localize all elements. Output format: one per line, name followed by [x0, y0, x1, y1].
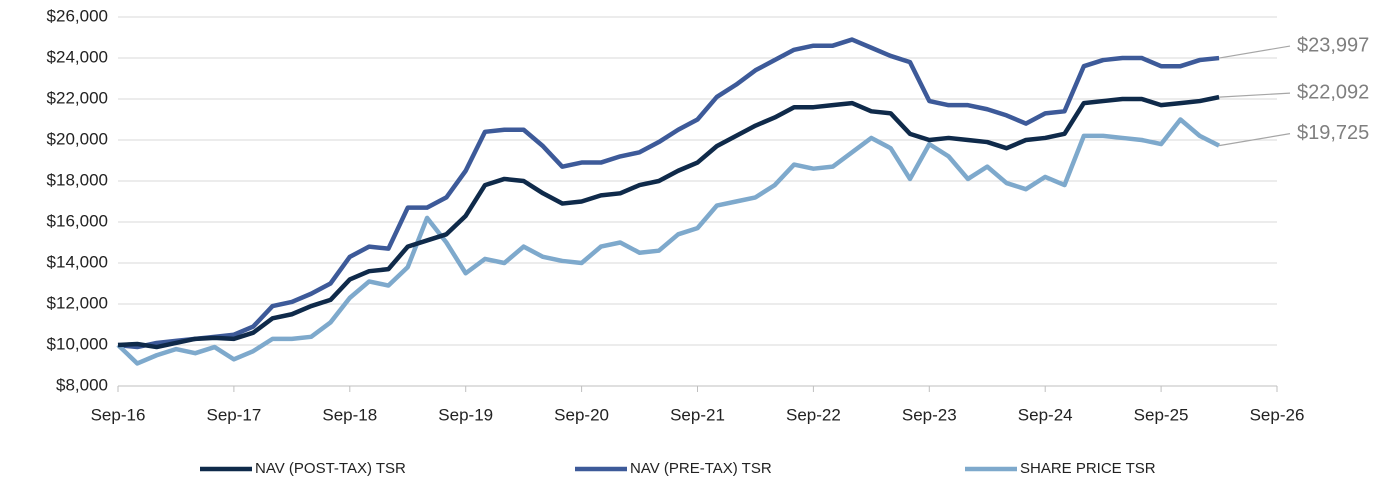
legend-label: SHARE PRICE TSR — [1020, 460, 1156, 477]
x-tick-label: Sep-16 — [91, 405, 146, 424]
y-tick-label: $26,000 — [47, 6, 108, 25]
y-tick-label: $12,000 — [47, 293, 108, 312]
x-tick-label: Sep-20 — [554, 405, 609, 424]
x-tick-label: Sep-17 — [206, 405, 261, 424]
series-line — [117, 37, 1220, 350]
leader-line — [1218, 133, 1291, 147]
x-tick-label: Sep-24 — [1018, 405, 1073, 424]
y-tick-label: $24,000 — [47, 47, 108, 66]
y-tick-label: $22,000 — [47, 88, 108, 107]
leader-line — [1218, 45, 1291, 59]
y-tick-label: $16,000 — [47, 211, 108, 230]
x-tick-label: Sep-21 — [670, 405, 725, 424]
x-tick-label: Sep-25 — [1134, 405, 1189, 424]
leader-line — [1219, 92, 1291, 98]
y-tick-label: $10,000 — [47, 334, 108, 353]
end-label: $23,997 — [1297, 34, 1369, 56]
y-tick-label: $20,000 — [47, 129, 108, 148]
x-tick-label: Sep-26 — [1250, 405, 1305, 424]
x-tick-label: Sep-23 — [902, 405, 957, 424]
x-tick-label: Sep-18 — [322, 405, 377, 424]
end-label: $19,725 — [1297, 122, 1369, 144]
legend-label: NAV (POST-TAX) TSR — [255, 460, 406, 477]
x-tick-label: Sep-22 — [786, 405, 841, 424]
x-tick-label: Sep-19 — [438, 405, 493, 424]
end-label: $22,092 — [1297, 81, 1369, 103]
y-tick-label: $18,000 — [47, 170, 108, 189]
y-tick-label: $14,000 — [47, 252, 108, 271]
y-tick-label: $8,000 — [56, 375, 108, 394]
series-line — [116, 117, 1221, 366]
legend-label: NAV (PRE-TAX) TSR — [630, 460, 772, 477]
series-line — [117, 94, 1220, 350]
